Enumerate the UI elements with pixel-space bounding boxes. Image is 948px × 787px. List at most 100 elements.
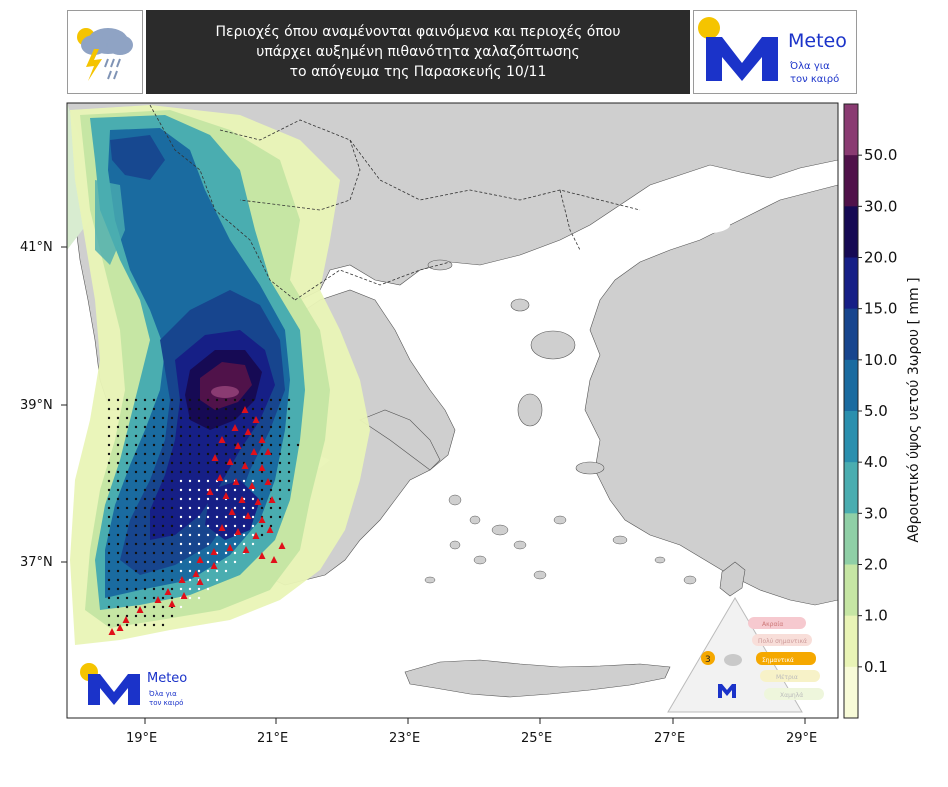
hail-triangle-icon (122, 616, 130, 623)
storm-dot (161, 443, 165, 447)
storm-dot (116, 452, 120, 456)
storm-dot (134, 560, 138, 564)
storm-dot (134, 623, 138, 627)
storm-dot (260, 407, 264, 411)
storm-dot (134, 614, 138, 618)
storm-dot (224, 542, 228, 546)
storm-dot (233, 515, 237, 519)
hail-triangle-icon (196, 578, 204, 585)
storm-dot (107, 479, 111, 483)
storm-dot (188, 434, 192, 438)
storm-dot (233, 488, 237, 492)
storm-dot (242, 533, 246, 537)
storm-dot (179, 470, 183, 474)
storm-dot (152, 623, 156, 627)
lon-label-29: 29°E (786, 731, 817, 746)
storm-dot (197, 506, 201, 510)
storm-dot (206, 506, 210, 510)
storm-dot (206, 569, 210, 573)
colorbar-segment (844, 513, 858, 565)
storm-dot (170, 578, 174, 582)
storm-dot (161, 488, 165, 492)
storm-dot (197, 497, 201, 501)
hail-triangle-icon (241, 406, 249, 413)
storm-dot (197, 443, 201, 447)
storm-dot (179, 506, 183, 510)
storm-dot (188, 587, 192, 591)
storm-dot (287, 443, 291, 447)
title-line-2: υπάρχει αυξημένη πιθανότητα χαλαζόπτωσης (256, 44, 580, 60)
storm-dot (161, 578, 165, 582)
colorbar-label: 10.0 (864, 351, 897, 369)
storm-dot (197, 452, 201, 456)
storm-dot (215, 578, 219, 582)
storm-dot (143, 443, 147, 447)
storm-dot (215, 497, 219, 501)
storm-dot (161, 542, 165, 546)
storm-dot (206, 425, 210, 429)
storm-dot (143, 515, 147, 519)
storm-dot (278, 497, 282, 501)
storm-dot (134, 605, 138, 609)
storm-dot (188, 497, 192, 501)
storm-dot (287, 461, 291, 465)
storm-dot (233, 398, 237, 402)
storm-dot (152, 542, 156, 546)
storm-dot (170, 614, 174, 618)
storm-dot (260, 506, 264, 510)
storm-dot (242, 524, 246, 528)
storm-dot (233, 524, 237, 528)
storm-dot (206, 488, 210, 492)
storm-dot (206, 551, 210, 555)
storm-dot (143, 434, 147, 438)
island-crete (404, 659, 671, 698)
colorbar-segment (844, 564, 858, 617)
storm-dot (242, 542, 246, 546)
storm-dot (233, 416, 237, 420)
storm-dot (197, 416, 201, 420)
storm-dot (188, 524, 192, 528)
storm-dot (170, 461, 174, 465)
storm-dot (242, 479, 246, 483)
hail-triangle-icon (238, 496, 246, 503)
storm-dot (269, 506, 273, 510)
storm-dot (125, 488, 129, 492)
hail-triangle-icon (228, 508, 236, 515)
storm-dot (170, 452, 174, 456)
storm-dot (224, 470, 228, 474)
hail-triangle-icon (234, 442, 242, 449)
storm-dot (107, 587, 111, 591)
hail-triangle-icon (192, 570, 200, 577)
storm-dot (107, 551, 111, 555)
storm-dot (152, 515, 156, 519)
title-line-1: Περιοχές όπου αναμένονται φαινόμενα και … (215, 24, 621, 40)
storm-dot (116, 569, 120, 573)
storm-dot (143, 497, 147, 501)
storm-dot (125, 542, 129, 546)
storm-dot (143, 461, 147, 465)
storm-dot (107, 488, 111, 492)
storm-dot (215, 533, 219, 537)
storm-dot (251, 470, 255, 474)
storm-dot (116, 461, 120, 465)
storm-dot (233, 434, 237, 438)
storm-dot (107, 533, 111, 537)
storm-dot (107, 614, 111, 618)
hail-triangle-icon (136, 606, 144, 613)
storm-dot (179, 488, 183, 492)
island-chios (517, 393, 543, 427)
storm-dot (188, 578, 192, 582)
storm-dot (161, 506, 165, 510)
storm-dot (242, 515, 246, 519)
hail-triangle-icon (168, 600, 176, 607)
storm-dot (233, 560, 237, 564)
island-euboea (359, 409, 441, 471)
storm-dot (134, 569, 138, 573)
storm-dot (242, 398, 246, 402)
thunderstorm-cloud-icon (77, 28, 133, 81)
colorbar-segment (844, 359, 858, 412)
storm-dot (134, 497, 138, 501)
storm-dot (170, 425, 174, 429)
risk-meteo-logo-icon (718, 684, 736, 698)
storm-dot (278, 461, 282, 465)
